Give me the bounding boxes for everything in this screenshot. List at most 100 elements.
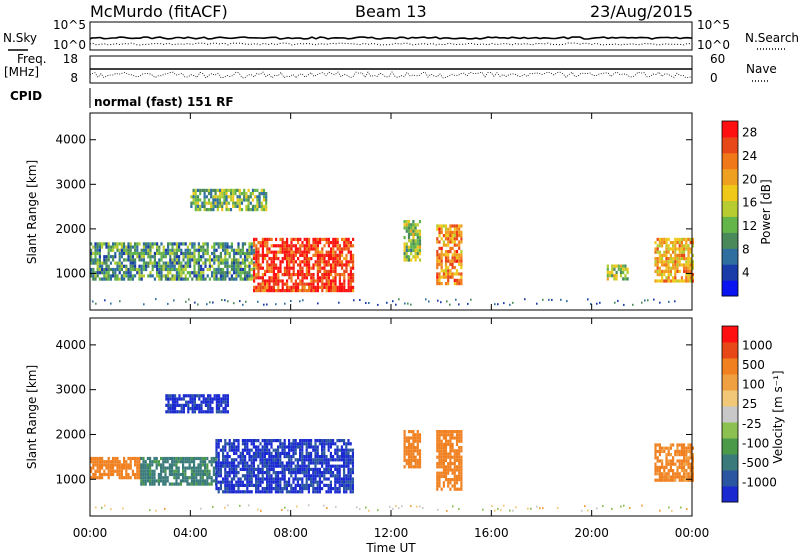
heatmap-cell	[178, 397, 181, 401]
heatmap-cell	[255, 285, 258, 289]
heatmap-cell	[329, 467, 332, 471]
heatmap-cell	[685, 462, 688, 466]
heatmap-cell	[294, 474, 297, 478]
heatmap-cell	[460, 275, 463, 279]
heatmap-cell	[219, 464, 222, 468]
heatmap-cell	[689, 279, 692, 283]
heatmap-cell	[201, 469, 204, 473]
heatmap-cell	[386, 301, 388, 304]
heatmap-cell	[244, 251, 247, 256]
heatmap-cell	[683, 469, 686, 473]
heatmap-cell	[669, 279, 672, 283]
heatmap-cell	[314, 253, 317, 257]
heatmap-cell	[290, 250, 293, 254]
heatmap-cell	[296, 442, 299, 446]
heatmap-cell	[347, 448, 350, 452]
heatmap-cell	[160, 472, 163, 477]
heatmap-cell	[327, 237, 330, 241]
heatmap-cell	[407, 458, 411, 462]
heatmap-cell	[606, 264, 609, 268]
heatmap-cell	[174, 400, 177, 404]
heatmap-cell	[665, 269, 668, 273]
heatmap-cell	[224, 464, 227, 468]
heatmap-cell	[211, 407, 214, 411]
heatmap-cell	[288, 266, 291, 270]
heatmap-cell	[237, 471, 240, 475]
heatmap-cell	[186, 255, 189, 259]
heatmap-cell	[179, 482, 182, 486]
heatmap-cell	[237, 264, 240, 268]
heatmap-cell	[663, 279, 666, 283]
heatmap-cell	[683, 459, 686, 463]
heatmap-cell	[222, 394, 225, 398]
heatmap-cell	[444, 230, 448, 234]
heatmap-cell	[233, 248, 236, 252]
heatmap-cell	[129, 267, 132, 272]
heatmap-cell	[440, 246, 443, 250]
colorbar-segment	[722, 200, 738, 217]
heatmap-cell	[191, 400, 194, 404]
heatmap-cell	[275, 273, 278, 277]
heatmap-cell	[281, 467, 284, 471]
heatmap-cell	[352, 279, 355, 283]
heatmap-cell	[654, 269, 657, 273]
heatmap-cell	[226, 400, 229, 404]
heatmap-cell	[118, 472, 121, 477]
heatmap-cell	[246, 274, 249, 278]
heatmap-cell	[678, 263, 681, 267]
heatmap-cell	[173, 456, 176, 461]
heatmap-cell	[201, 204, 204, 208]
heatmap-cell	[292, 269, 295, 273]
heatmap-cell	[246, 258, 249, 262]
heatmap-cell	[305, 276, 308, 280]
heatmap-cell	[164, 277, 167, 281]
heatmap-cell	[202, 251, 205, 256]
heatmap-cell	[272, 260, 275, 264]
heatmap-cell	[336, 285, 339, 289]
heatmap-cell	[101, 463, 104, 467]
heatmap-cell	[134, 472, 137, 477]
heatmap-cell	[233, 271, 236, 275]
heatmap-cell	[299, 455, 302, 459]
heatmap-cell	[418, 258, 422, 262]
heatmap-cell	[602, 505, 604, 508]
heatmap-cell	[255, 474, 258, 478]
heatmap-cell	[460, 224, 463, 228]
heatmap-cell	[460, 430, 463, 434]
heatmap-cell	[233, 448, 236, 452]
heatmap-cell	[239, 300, 241, 303]
heatmap-cell	[236, 198, 239, 202]
heatmap-cell	[442, 240, 445, 244]
heatmap-cell	[335, 505, 337, 508]
heatmap-cell	[691, 241, 694, 245]
heatmap-cell	[683, 250, 686, 254]
heatmap-cell	[257, 282, 260, 286]
heatmap-cell	[323, 455, 326, 459]
heatmap-cell	[226, 394, 229, 398]
heatmap-cell	[175, 261, 178, 265]
heatmap-cell	[144, 466, 147, 470]
heatmap-cell	[94, 476, 97, 480]
heatmap-cell	[665, 253, 668, 257]
heatmap-cell	[453, 243, 456, 247]
heatmap-cell	[237, 480, 240, 484]
heatmap-cell	[156, 248, 159, 252]
heatmap-cell	[301, 244, 304, 248]
heatmap-cell	[661, 279, 664, 283]
heatmap-cell	[230, 445, 233, 449]
heatmap-cell	[310, 451, 313, 455]
heatmap-cell	[208, 258, 211, 262]
heatmap-cell	[138, 277, 141, 281]
heatmap-cell	[606, 277, 609, 281]
heatmap-cell	[256, 208, 259, 212]
heatmap-cell	[162, 274, 165, 278]
heatmap-cell	[268, 266, 271, 270]
heatmap-cell	[307, 474, 310, 478]
heatmap-cell	[270, 474, 273, 478]
heatmap-cell	[193, 258, 196, 262]
heatmap-cell	[319, 257, 322, 261]
heatmap-cell	[268, 490, 271, 494]
heatmap-cell	[270, 483, 273, 487]
x-tick-label: 08:00	[273, 526, 308, 540]
heatmap-cell	[193, 463, 196, 467]
